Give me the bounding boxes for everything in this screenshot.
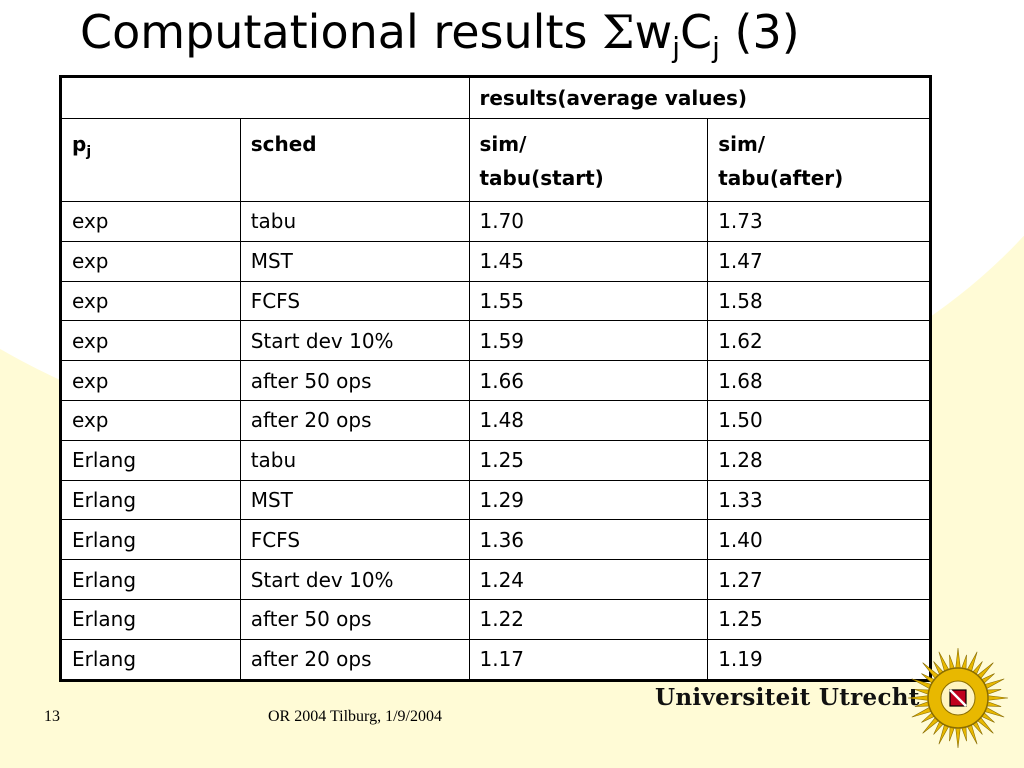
sched-cell: FCFS	[239, 519, 470, 561]
sim-tabu-start-cell: 1.59	[468, 320, 709, 362]
table-row: Erlang tabu 1.25 1.28	[60, 439, 931, 481]
title-sub-j2: j	[712, 31, 720, 64]
pj-cell: exp	[60, 280, 241, 322]
sim-tabu-start-cell: 1.45	[468, 240, 709, 282]
sim-tabu-start-cell: 1.22	[468, 598, 709, 640]
header-col4-line2: tabu(after)	[718, 166, 844, 190]
title-sub-j1: j	[672, 31, 681, 64]
table-row: Erlang MST 1.29 1.33	[60, 479, 931, 521]
group-header-cell: results(average values)	[468, 76, 931, 119]
table-column-header-row: pj sched sim/tabu(start) sim/tabu(after)	[60, 118, 931, 202]
table-row: exp FCFS 1.55 1.58	[60, 280, 931, 322]
sim-tabu-start-cell: 1.29	[468, 479, 709, 521]
sim-tabu-after-cell: 1.40	[707, 519, 931, 561]
table-row: exp tabu 1.70 1.73	[60, 201, 931, 242]
slide-title: Computational results ΣwjCj (3)	[80, 5, 800, 62]
sim-tabu-start-cell: 1.36	[468, 519, 709, 561]
sim-tabu-start-cell: 1.25	[468, 439, 709, 481]
table-row: Erlang FCFS 1.36 1.40	[60, 519, 931, 561]
pj-cell: exp	[60, 201, 241, 242]
sim-tabu-start-cell: 1.66	[468, 360, 709, 401]
sched-cell: Start dev 10%	[239, 320, 470, 362]
sched-cell: MST	[239, 479, 470, 521]
pj-cell: Erlang	[60, 598, 241, 640]
university-name: Universiteit Utrecht	[655, 684, 920, 711]
table-row: exp MST 1.45 1.47	[60, 240, 931, 282]
header-col4-line1: sim/	[718, 132, 766, 156]
sched-cell: MST	[239, 240, 470, 282]
pj-cell: Erlang	[60, 559, 241, 600]
header-pj: pj	[60, 118, 241, 202]
sim-tabu-start-cell: 1.55	[468, 280, 709, 322]
title-sigma: Σ	[602, 5, 635, 59]
empty-header-cell	[60, 76, 470, 119]
sim-tabu-after-cell: 1.28	[707, 439, 931, 481]
header-col3-line2: tabu(start)	[479, 166, 604, 190]
header-col3-line1: sim/	[479, 132, 527, 156]
sun-ray	[955, 725, 961, 749]
table-row: exp Start dev 10% 1.59 1.62	[60, 320, 931, 362]
results-table: results(average values) pj sched sim/tab…	[59, 75, 932, 682]
pj-cell: exp	[60, 399, 241, 441]
sched-cell: FCFS	[239, 280, 470, 322]
sim-tabu-after-cell: 1.73	[707, 201, 931, 242]
university-sun-logo-icon	[907, 647, 1009, 749]
sim-tabu-start-cell: 1.70	[468, 201, 709, 242]
sched-cell: Start dev 10%	[239, 559, 470, 600]
header-sim-tabu-after: sim/tabu(after)	[707, 118, 931, 202]
slide-number: 13	[44, 708, 60, 725]
title-w: w	[634, 5, 673, 59]
sim-tabu-start-cell: 1.24	[468, 559, 709, 600]
sched-cell: after 50 ops	[239, 598, 470, 640]
footer-event: OR 2004 Tilburg, 1/9/2004	[268, 708, 442, 725]
pj-cell: exp	[60, 240, 241, 282]
sun-ray	[907, 695, 931, 701]
sim-tabu-start-cell: 1.17	[468, 638, 709, 681]
pj-cell: exp	[60, 360, 241, 401]
table-row: Erlang after 50 ops 1.22 1.25	[60, 598, 931, 640]
sun-ray	[985, 695, 1009, 701]
sim-tabu-after-cell: 1.68	[707, 360, 931, 401]
sim-tabu-start-cell: 1.48	[468, 399, 709, 441]
sim-tabu-after-cell: 1.33	[707, 479, 931, 521]
header-sim-tabu-start: sim/tabu(start)	[468, 118, 709, 202]
sched-cell: tabu	[239, 439, 470, 481]
table-row: exp after 20 ops 1.48 1.50	[60, 399, 931, 441]
table-row: Erlang after 20 ops 1.17 1.19	[60, 638, 931, 681]
pj-cell: Erlang	[60, 638, 241, 681]
sched-cell: after 20 ops	[239, 399, 470, 441]
sim-tabu-after-cell: 1.62	[707, 320, 931, 362]
pj-cell: Erlang	[60, 479, 241, 521]
header-pj-sub: j	[86, 144, 92, 160]
pj-cell: Erlang	[60, 439, 241, 481]
table-row: Erlang Start dev 10% 1.24 1.27	[60, 559, 931, 600]
sim-tabu-after-cell: 1.19	[707, 638, 931, 681]
table-group-header-row: results(average values)	[60, 76, 931, 119]
sim-tabu-after-cell: 1.50	[707, 399, 931, 441]
sim-tabu-after-cell: 1.47	[707, 240, 931, 282]
sim-tabu-after-cell: 1.25	[707, 598, 931, 640]
sched-cell: tabu	[239, 201, 470, 242]
table-row: exp after 50 ops 1.66 1.68	[60, 360, 931, 401]
sim-tabu-after-cell: 1.58	[707, 280, 931, 322]
header-sched: sched	[239, 118, 470, 202]
title-suffix: (3)	[719, 5, 800, 59]
sched-cell: after 50 ops	[239, 360, 470, 401]
pj-cell: Erlang	[60, 519, 241, 561]
sched-cell: after 20 ops	[239, 638, 470, 681]
sim-tabu-after-cell: 1.27	[707, 559, 931, 600]
pj-cell: exp	[60, 320, 241, 362]
header-pj-main: p	[72, 132, 87, 156]
title-c: C	[680, 5, 713, 59]
title-prefix: Computational results	[80, 5, 603, 59]
sun-ray	[955, 647, 961, 671]
